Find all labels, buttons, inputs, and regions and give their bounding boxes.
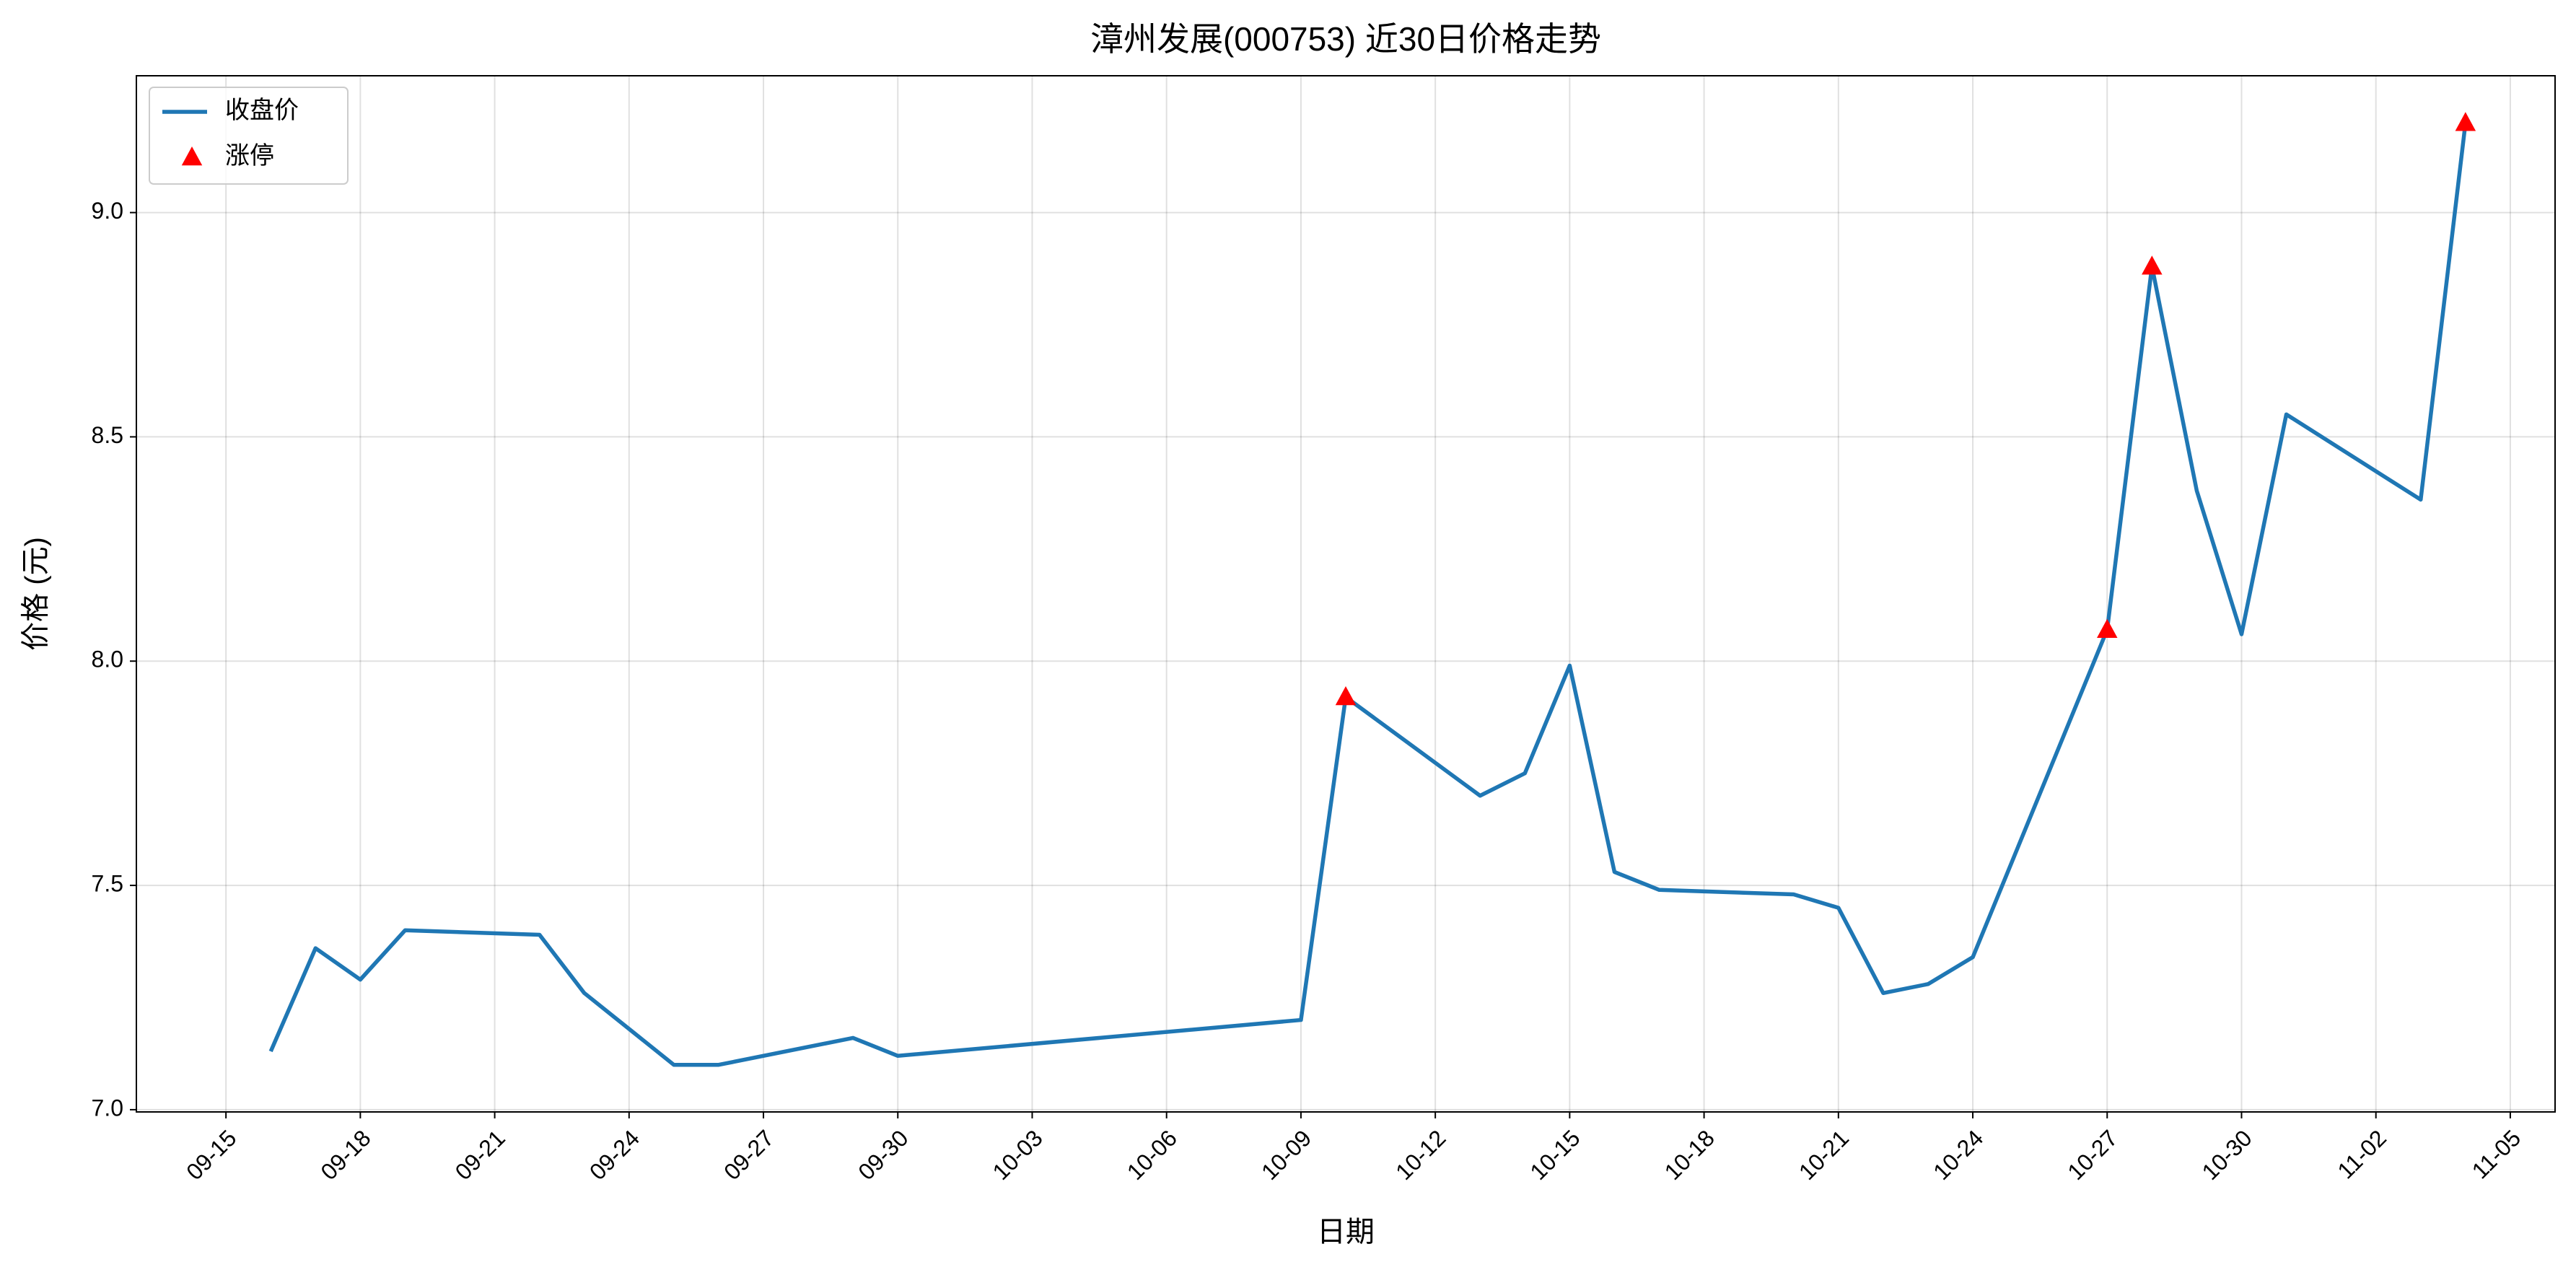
price-line bbox=[268, 122, 2468, 1067]
legend-swatch bbox=[181, 146, 203, 166]
limit-up-marker bbox=[2142, 255, 2163, 275]
y-tick-label: 9.0 bbox=[92, 198, 123, 224]
y-axis-label: 价格 (元) bbox=[20, 537, 52, 651]
limit-up-marker bbox=[1335, 685, 1357, 706]
y-tick-label: 7.5 bbox=[92, 871, 123, 897]
y-tick-label: 8.5 bbox=[92, 422, 123, 448]
plot-frame bbox=[136, 75, 2556, 1113]
limit-up-marker bbox=[2455, 112, 2476, 131]
x-axis-label: 日期 bbox=[1317, 1217, 1375, 1248]
chart-title: 漳州发展(000753) 近30日价格走势 bbox=[1090, 20, 1601, 58]
legend-label: 涨停 bbox=[225, 142, 274, 170]
y-tick-label: 8.0 bbox=[92, 647, 123, 672]
legend-label: 收盘价 bbox=[225, 97, 299, 124]
limit-up-marker bbox=[2097, 618, 2118, 638]
y-tick-label: 7.0 bbox=[92, 1095, 123, 1121]
